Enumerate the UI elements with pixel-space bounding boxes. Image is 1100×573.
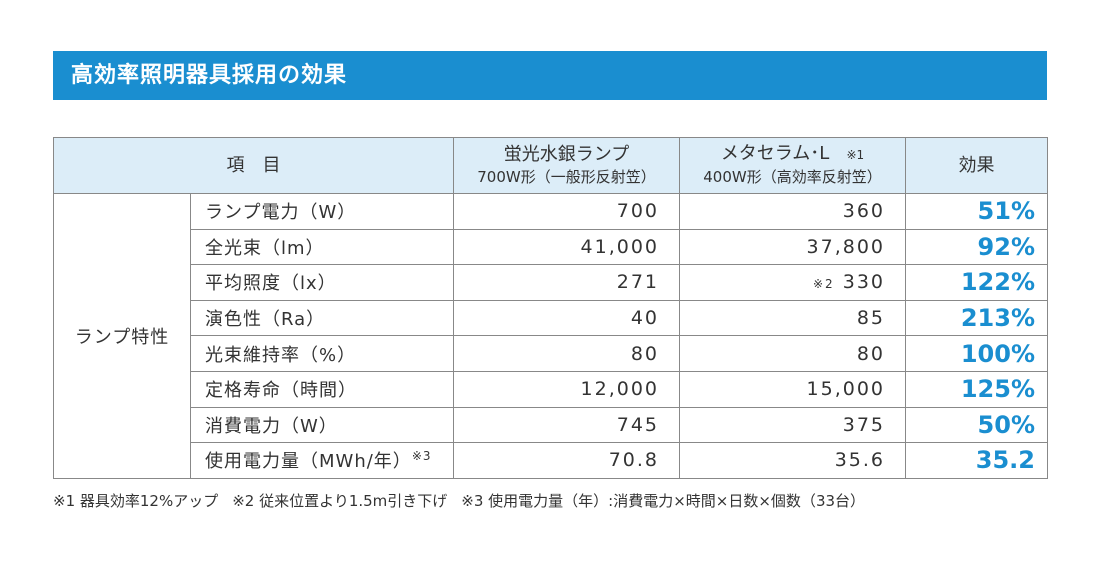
after-cell: 85 [679,299,906,337]
effect-value: 50% [905,406,1048,444]
effect-value: 125% [905,370,1048,408]
row-label: 演色性（Ra） [205,309,326,331]
effect-value: 213% [905,299,1048,337]
after-cell: 80 [679,335,906,372]
before-value: 271 [453,264,680,301]
row-label: 定格寿命（時間） [205,380,357,402]
table-row: 定格寿命（時間） 12,000 15,000 125% [54,370,1048,408]
after-value: 330 [842,271,885,294]
row-label: ランプ電力（W） [205,202,357,224]
before-value: 80 [453,335,680,372]
header-cell: メタセラム･L ※1 400W形（高効率反射笠） [679,137,906,194]
header-cell: 項 目 [53,137,454,194]
after-value: 360 [842,200,885,223]
before-value: 700 [453,193,680,230]
label-cell: 光束維持率（%） [190,335,454,372]
row-label: 消費電力（W） [205,415,338,437]
table-row: 全光束（lm） 41,000 37,800 92% [54,228,1048,266]
header-subline: 400W形（高効率反射笠） [703,168,882,186]
label-cell: 平均照度（lx） [190,264,454,301]
before-value: 40 [453,299,680,337]
header-row: 項 目 蛍光水銀ランプ 700W形（一般形反射笠） メタセラム･L ※1 400W形… [53,137,1048,194]
after-note: ※2 [812,277,835,292]
effect-table: 項 目 蛍光水銀ランプ 700W形（一般形反射笠） メタセラム･L ※1 400W形… [53,137,1048,479]
footnote: ※3 使用電力量（年）:消費電力×時間×日数×個数（33台） [461,492,866,510]
after-value: 85 [856,307,885,330]
header-cell: 蛍光水銀ランプ 700W形（一般形反射笠） [453,137,680,194]
label-cell: 定格寿命（時間） [190,370,454,408]
table-body: ランプ特性 ランプ電力（W） 700 360 51% 全光束（lm） 41,000 37,80… [53,193,1048,479]
footnote: ※1 器具効率12%アップ [53,492,219,510]
table-row: 演色性（Ra） 40 85 213% [54,299,1048,337]
row-label: 平均照度（lx） [205,273,337,295]
effect-value: 122% [905,264,1048,301]
after-value: 375 [842,413,885,436]
effect-value: 92% [905,228,1048,266]
header-note: ※1 [846,148,865,162]
label-cell: ランプ電力（W） [190,193,454,230]
after-value: 80 [856,342,885,365]
table-row: 消費電力（W） 745 375 50% [54,406,1048,444]
after-cell: 15,000 [679,370,906,408]
row-label: 使用電力量（MWh/年） [205,451,412,473]
label-cell: 消費電力（W） [190,406,454,444]
table-row: ランプ特性 ランプ電力（W） 700 360 51% [53,193,1048,479]
after-value: 35.6 [834,449,885,472]
table-row: 平均照度（lx） 271 ※2 330 122% [54,264,1048,301]
table-row: 光束維持率（%） 80 80 100% [54,335,1048,372]
table-row: 使用電力量（MWh/年）※3 70.8 35.6 35.2 [54,442,1048,479]
title-bar: 高効率照明器具採用の効果 [53,51,1047,100]
after-cell: 35.6 [679,442,906,479]
row-label: 光束維持率（%） [205,344,357,366]
footnotes: ※1 器具効率12%アップ ※2 従来位置より1.5m引き下げ ※3 使用電力量（年… [53,490,879,511]
group-cell: ランプ特性 [53,193,191,479]
before-value: 70.8 [453,442,680,479]
after-value: 37,800 [806,235,885,258]
after-cell: 37,800 [679,228,906,266]
label-cell: 使用電力量（MWh/年）※3 [190,442,454,479]
footnote: ※2 従来位置より1.5m引き下げ [232,492,448,510]
before-value: 12,000 [453,370,680,408]
before-value: 745 [453,406,680,444]
label-note: ※3 [411,449,432,464]
before-value: 41,000 [453,228,680,266]
after-cell: 360 [679,193,906,230]
header-subline: 700W形（一般形反射笠） [477,167,656,186]
header-line: メタセラム･L ※1 [688,143,897,166]
effect-value: 35.2 [905,442,1048,479]
header-cell: 効果 [905,137,1048,194]
effect-value: 51% [905,193,1048,230]
label-cell: 演色性（Ra） [190,299,454,337]
row-label: 全光束（lm） [205,237,325,259]
header-line: 蛍光水銀ランプ [503,143,630,165]
after-cell: 375 [679,406,906,444]
label-cell: 全光束（lm） [190,228,454,266]
after-cell: ※2 330 [679,264,906,301]
after-value: 15,000 [806,378,885,401]
header-text: メタセラム･L [720,143,830,164]
effect-value: 100% [905,335,1048,372]
